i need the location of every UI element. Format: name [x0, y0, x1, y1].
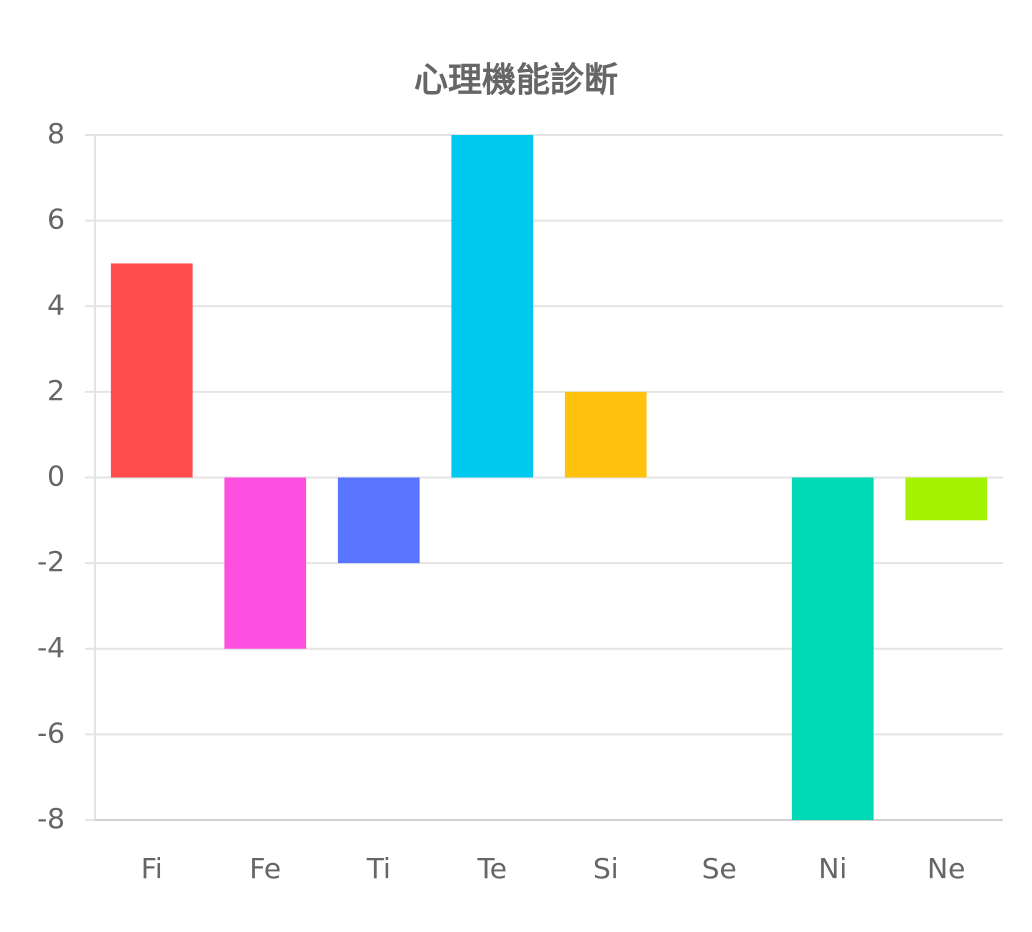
y-tick-label: 4: [47, 288, 65, 321]
bar: [564, 391, 647, 478]
x-tick-label: Ne: [927, 852, 965, 885]
x-tick-label: Se: [702, 852, 737, 885]
y-tick-label: -2: [37, 545, 65, 578]
y-tick-label: 2: [47, 374, 65, 407]
bar: [110, 263, 193, 478]
bar: [337, 477, 420, 564]
x-tick-label: Si: [593, 852, 619, 885]
x-tick-label: Te: [476, 852, 507, 885]
x-tick-label: Ni: [818, 852, 847, 885]
y-tick-label: 6: [47, 203, 65, 236]
bar: [791, 477, 874, 820]
bar: [451, 135, 534, 478]
x-tick-label: Fe: [249, 852, 281, 885]
x-tick-label: Ti: [366, 852, 391, 885]
x-tick-label: Fi: [141, 852, 163, 885]
y-tick-label: -6: [37, 716, 65, 749]
bar: [224, 477, 307, 649]
y-tick-label: -4: [37, 631, 65, 664]
chart-title: 心理機能診断: [414, 61, 618, 101]
y-tick-label: 0: [47, 460, 65, 493]
bar: [905, 477, 988, 521]
y-tick-label: -8: [37, 802, 65, 835]
y-tick-label: 8: [47, 117, 65, 150]
